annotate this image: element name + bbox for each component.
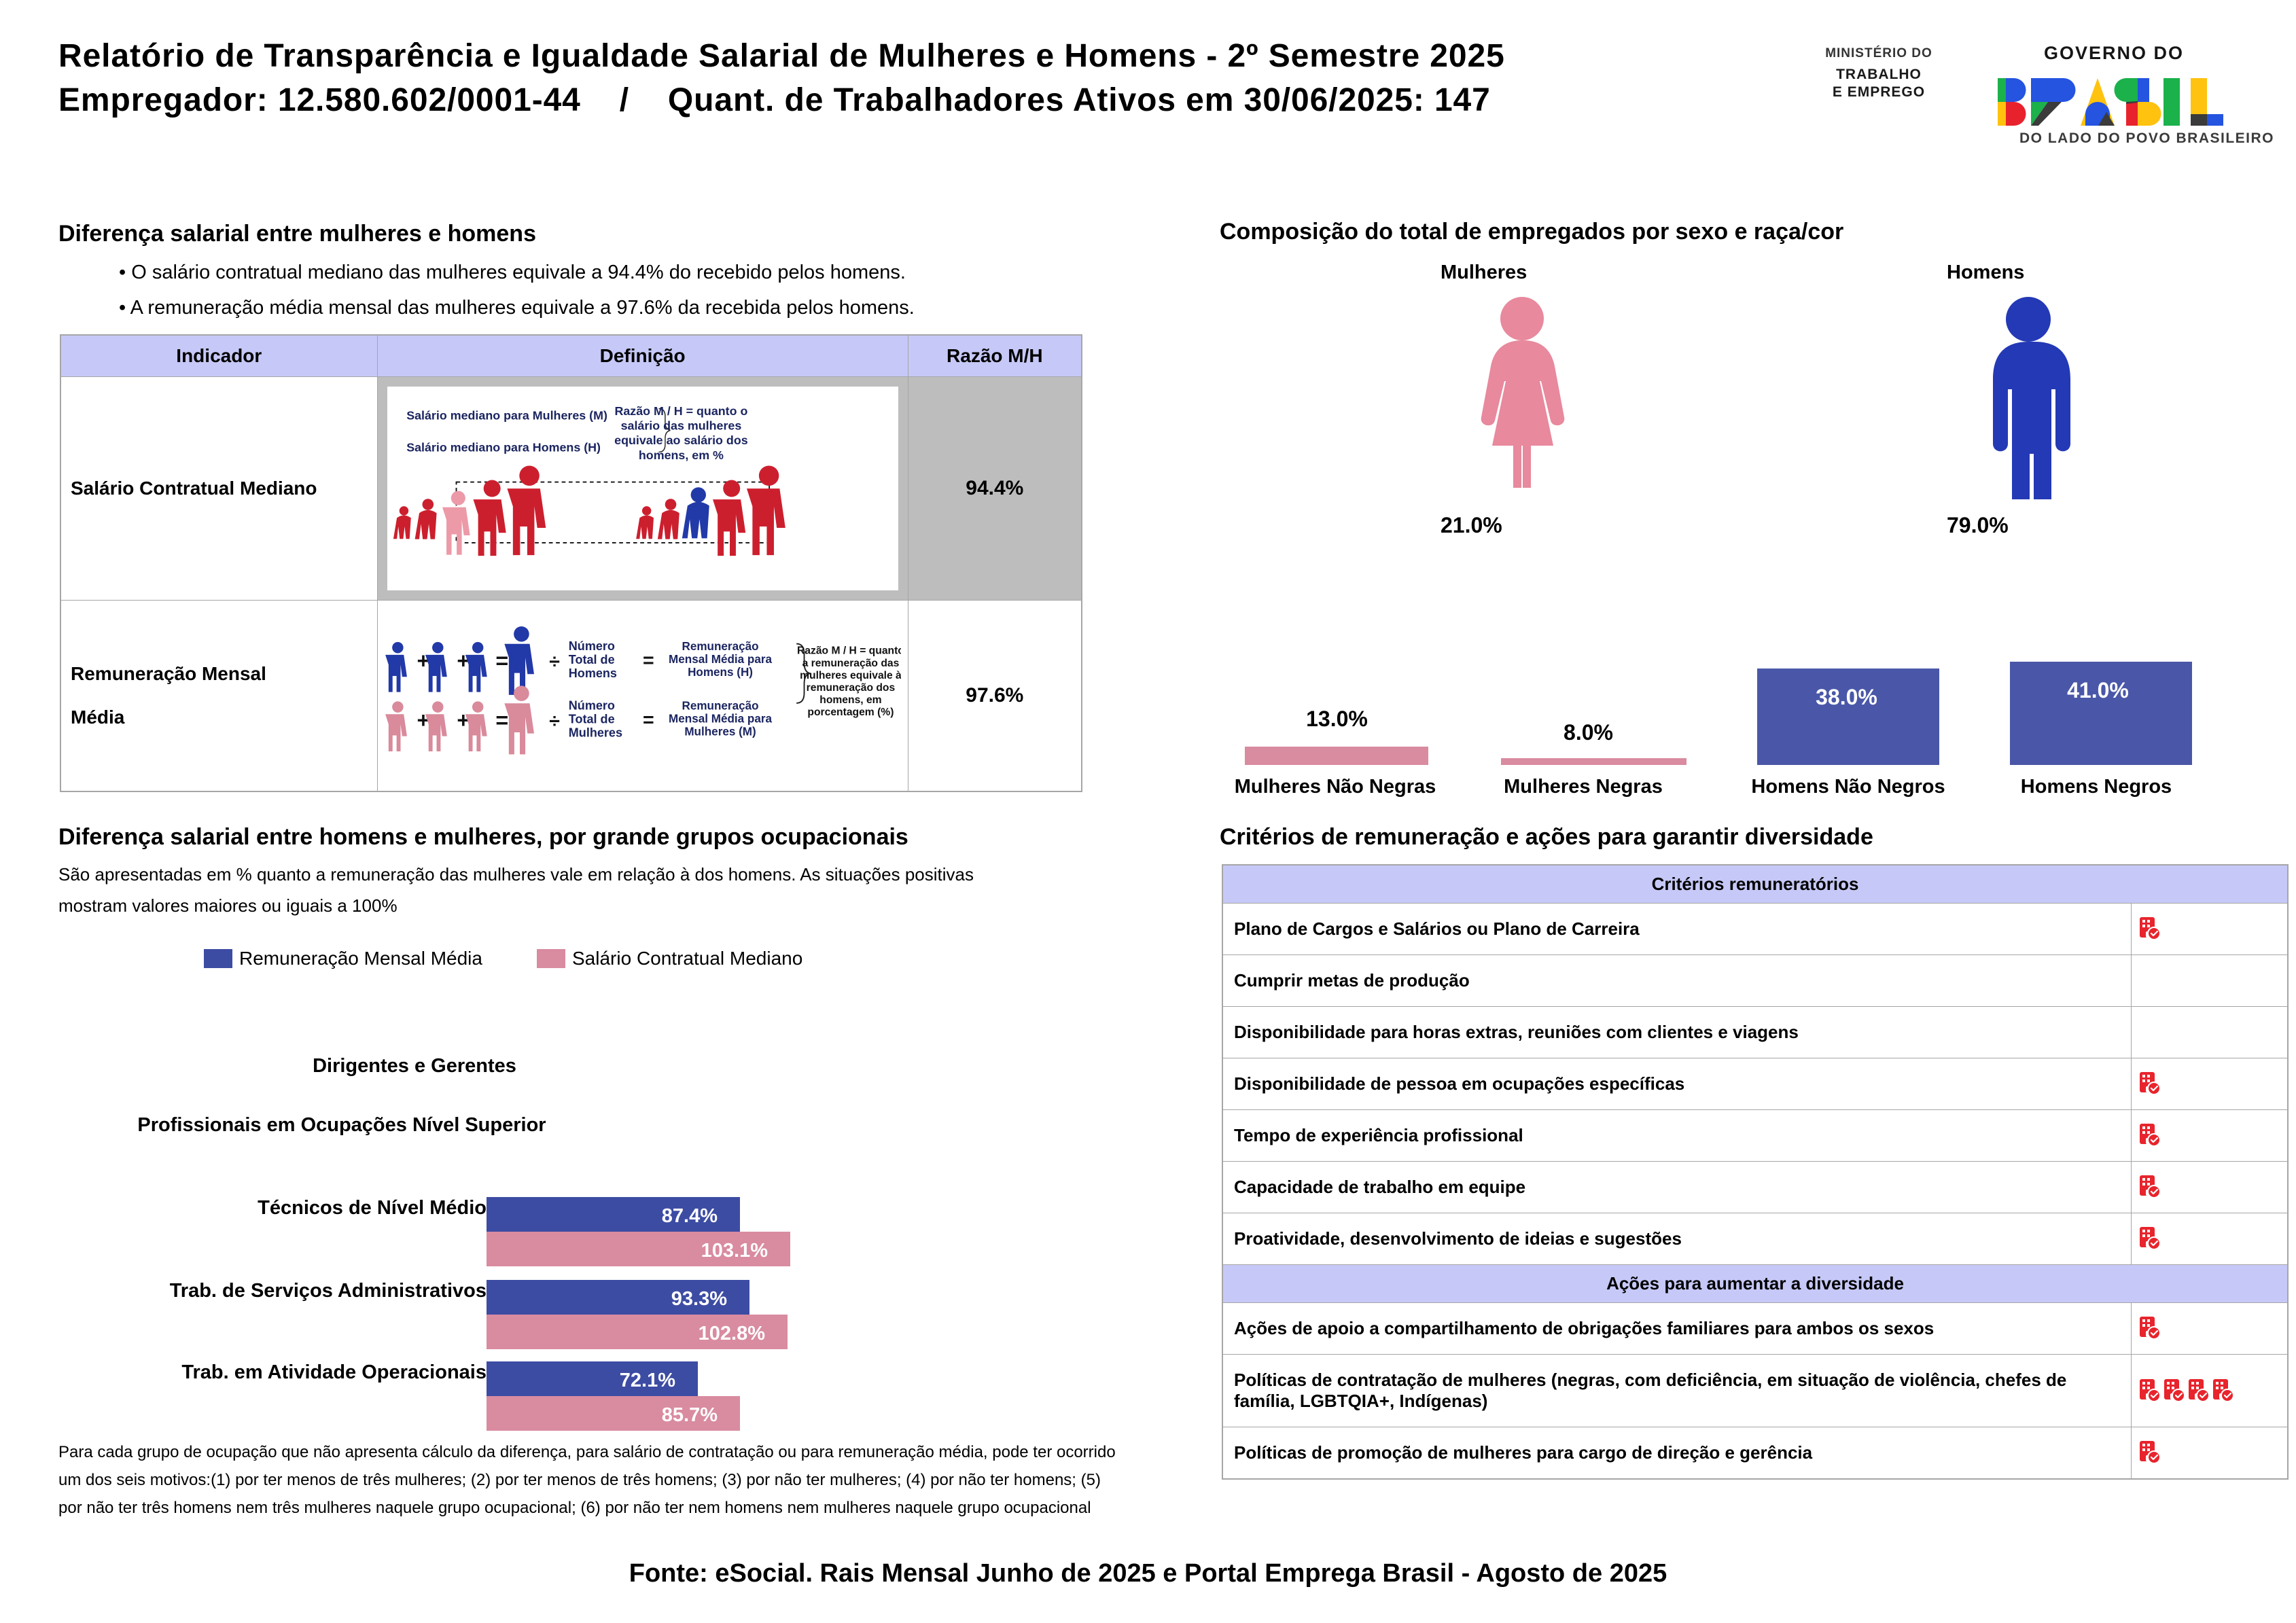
- svg-text:GOVERNO DO: GOVERNO DO: [2044, 43, 2184, 63]
- svg-text:Homens: Homens: [568, 666, 616, 680]
- svg-text:÷: ÷: [549, 652, 560, 673]
- svg-text:Mulheres: Mulheres: [568, 726, 622, 739]
- svg-text:Número: Número: [568, 698, 614, 712]
- svg-text:DO LADO DO POVO BRASILEIRO: DO LADO DO POVO BRASILEIRO: [2019, 130, 2274, 146]
- svg-text:Total de: Total de: [568, 653, 614, 666]
- svg-text:Número: Número: [568, 639, 614, 653]
- svg-text:Total de: Total de: [568, 712, 614, 726]
- svg-text:Salário mediano para Mulheres: Salário mediano para Mulheres (M): [406, 408, 607, 422]
- svg-text:=: =: [495, 708, 508, 732]
- svg-text:Salário mediano para Homens (H: Salário mediano para Homens (H): [406, 440, 601, 454]
- svg-text:÷: ÷: [549, 711, 560, 732]
- svg-text:=: =: [643, 650, 654, 672]
- svg-text:=: =: [495, 649, 508, 673]
- svg-text:=: =: [643, 709, 654, 731]
